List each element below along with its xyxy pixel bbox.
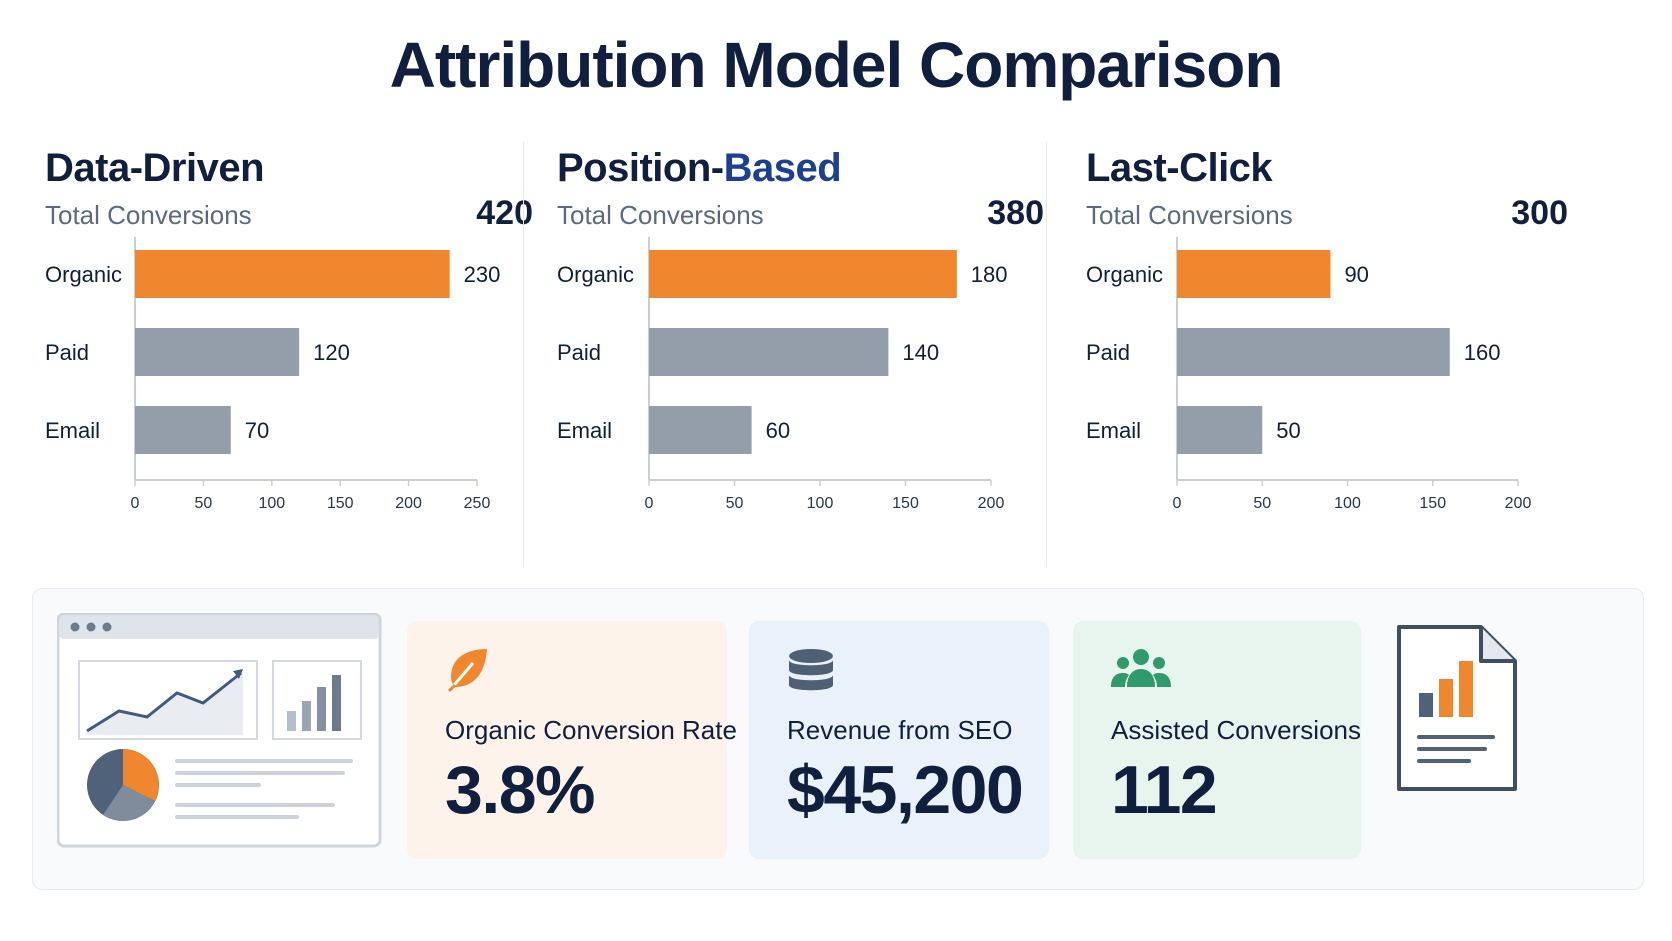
panel-divider [1046, 142, 1047, 567]
bar-chart-data-driven: 0 50 100 150 200 250 Organic 230 Paid 120 Email 70 [45, 237, 501, 512]
total-conversions-value: 300 [1511, 194, 1568, 232]
total-conversions-label: Total Conversions [45, 200, 252, 230]
category-label: Paid [45, 340, 89, 365]
bar-value-label: 60 [766, 418, 790, 443]
category-label: Email [45, 418, 100, 443]
bar-value-label: 180 [971, 262, 1008, 287]
model-title: Last-Click [1086, 146, 1273, 190]
bar-organic [1177, 250, 1331, 298]
total-conversions-value: 380 [987, 194, 1044, 232]
bar-value-label: 140 [902, 340, 939, 365]
x-tick-label: 200 [395, 495, 422, 512]
bar-paid [135, 328, 300, 376]
kpi-card-revenue-from-seo: Revenue from SEO $45,200 [749, 621, 1049, 859]
total-conversions-label: Total Conversions [557, 200, 764, 230]
bar-paid [1177, 328, 1450, 376]
category-label: Email [557, 418, 612, 443]
page-title: Attribution Model Comparison [389, 29, 1284, 101]
x-tick-label: 100 [258, 495, 285, 512]
bar-value-label: 70 [245, 418, 269, 443]
x-tick-label: 50 [195, 495, 213, 512]
bar-paid [649, 328, 889, 376]
category-label: Organic [557, 262, 634, 287]
bar-email [135, 406, 231, 454]
kpi-label: Assisted Conversions [1111, 715, 1361, 745]
x-tick-label: 150 [892, 495, 919, 512]
kpi-label: Organic Conversion Rate [445, 715, 737, 745]
category-label: Paid [557, 340, 601, 365]
users-icon [1111, 649, 1171, 687]
bar-email [1177, 406, 1263, 454]
x-tick-label: 50 [1253, 495, 1271, 512]
x-tick-label: 100 [807, 495, 834, 512]
panel-divider [523, 142, 524, 567]
kpi-value: 112 [1111, 752, 1218, 828]
kpi-card-organic-conversion-rate: Organic Conversion Rate 3.8% [407, 621, 737, 859]
bar-organic [135, 250, 450, 298]
report-document-icon [1397, 625, 1517, 791]
x-tick-label: 0 [645, 495, 654, 512]
kpi-strip: Organic Conversion Rate 3.8% Revenue fro… [32, 588, 1644, 890]
bar-value-label: 160 [1464, 340, 1501, 365]
x-tick-label: 150 [1419, 495, 1446, 512]
x-tick-label: 100 [1334, 495, 1361, 512]
x-tick-label: 150 [327, 495, 354, 512]
panel-data-driven: Data-Driven Total Conversions 420 0 50 100… [45, 140, 565, 570]
kpi-card-assisted-conversions: Assisted Conversions 112 [1073, 621, 1361, 859]
model-title: Data-Driven [45, 146, 265, 190]
bar-value-label: 230 [464, 262, 501, 287]
total-conversions-label: Total Conversions [1086, 200, 1293, 230]
bar-organic [649, 250, 957, 298]
x-tick-label: 200 [978, 495, 1005, 512]
total-conversions-value: 420 [476, 194, 533, 232]
kpi-label: Revenue from SEO [787, 715, 1013, 745]
kpi-value: 3.8% [445, 752, 596, 828]
bar-value-label: 90 [1344, 262, 1368, 287]
bar-value-label: 50 [1276, 418, 1300, 443]
kpi-value: $45,200 [787, 752, 1024, 828]
category-label: Organic [45, 262, 122, 287]
x-tick-label: 50 [726, 495, 744, 512]
panel-position-based: Position-Based Total Conversions 380 0 50… [557, 140, 1077, 570]
x-tick-label: 0 [131, 495, 140, 512]
panel-last-click: Last-Click Total Conversions 300 0 50 100 1… [1086, 140, 1606, 570]
bar-email [649, 406, 752, 454]
bar-chart-last-click: 0 50 100 150 200 Organic 90 Paid 160 Email 50 [1086, 237, 1532, 512]
category-label: Organic [1086, 262, 1163, 287]
x-tick-label: 200 [1505, 495, 1532, 512]
x-tick-label: 250 [464, 495, 491, 512]
bar-chart-position-based: 0 50 100 150 200 Organic 180 Paid 140 Email 60 [557, 237, 1008, 512]
bar-value-label: 120 [313, 340, 350, 365]
category-label: Email [1086, 418, 1141, 443]
category-label: Paid [1086, 340, 1130, 365]
leaf-icon [447, 649, 487, 693]
x-tick-label: 0 [1173, 495, 1182, 512]
dashboard-illustration-icon [57, 613, 382, 848]
model-title: Position-Based [557, 146, 842, 190]
database-icon [789, 649, 833, 691]
